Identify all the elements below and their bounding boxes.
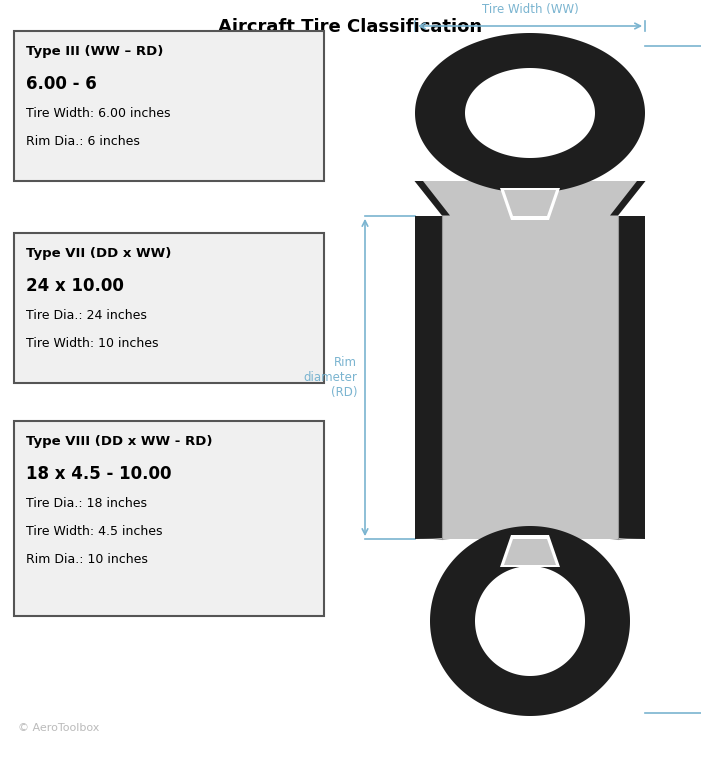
Text: 6.00 - 6: 6.00 - 6 (26, 75, 97, 93)
Polygon shape (504, 539, 556, 565)
Polygon shape (504, 190, 556, 216)
Text: Tire Width: 4.5 inches: Tire Width: 4.5 inches (26, 525, 163, 538)
Bar (442, 216, 618, 539)
Text: Type III (WW – RD): Type III (WW – RD) (26, 45, 163, 58)
Bar (618, 216, 645, 539)
Polygon shape (610, 538, 646, 540)
Text: Aircraft Tire Classification: Aircraft Tire Classification (219, 18, 482, 36)
Text: © AeroToolbox: © AeroToolbox (18, 723, 100, 733)
Polygon shape (430, 526, 630, 716)
Polygon shape (415, 181, 645, 216)
FancyBboxPatch shape (14, 233, 324, 383)
Text: Rim
diameter
(RD): Rim diameter (RD) (303, 356, 357, 399)
Polygon shape (414, 181, 450, 215)
Polygon shape (465, 68, 595, 158)
Polygon shape (415, 538, 645, 539)
FancyBboxPatch shape (14, 421, 324, 616)
Text: Tire Width: 10 inches: Tire Width: 10 inches (26, 337, 158, 350)
Text: Tire Dia.: 24 inches: Tire Dia.: 24 inches (26, 309, 147, 322)
Polygon shape (475, 566, 585, 676)
Text: Type VII (DD x WW): Type VII (DD x WW) (26, 247, 171, 260)
Polygon shape (415, 33, 645, 193)
FancyBboxPatch shape (14, 31, 324, 181)
Text: 18 x 4.5 - 10.00: 18 x 4.5 - 10.00 (26, 465, 172, 483)
Bar (415, 216, 442, 539)
Polygon shape (610, 181, 646, 215)
Polygon shape (500, 188, 560, 220)
Text: 24 x 10.00: 24 x 10.00 (26, 277, 124, 295)
Polygon shape (500, 535, 560, 567)
Text: Tire Width (WW): Tire Width (WW) (482, 3, 578, 16)
Text: Tire Width: 6.00 inches: Tire Width: 6.00 inches (26, 107, 170, 120)
Polygon shape (414, 538, 450, 540)
Text: Tire Dia.: 18 inches: Tire Dia.: 18 inches (26, 497, 147, 510)
Text: Rim Dia.: 10 inches: Rim Dia.: 10 inches (26, 553, 148, 566)
Text: Type VIII (DD x WW - RD): Type VIII (DD x WW - RD) (26, 435, 212, 448)
Text: Rim Dia.: 6 inches: Rim Dia.: 6 inches (26, 135, 140, 148)
